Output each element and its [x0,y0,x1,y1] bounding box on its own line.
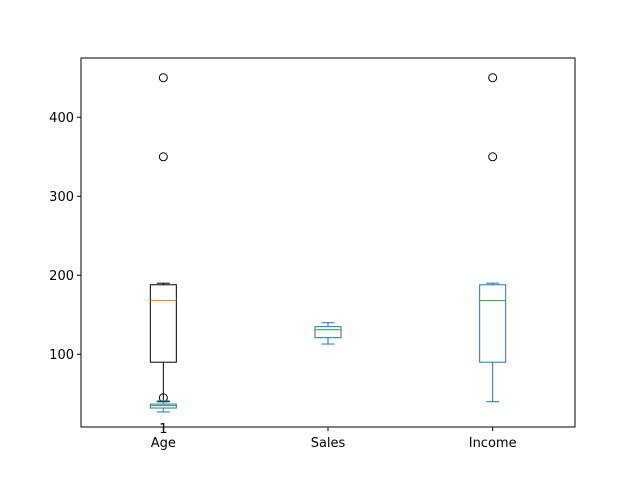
outlier-point [488,152,498,162]
y-tick-label: 200 [49,269,74,284]
box-iqr [314,326,342,339]
axes: 100 200 300 400 Age Sales Income 1 [49,57,576,451]
outlier-point [158,152,168,162]
plot-marks [149,73,507,413]
box-iqr [479,284,507,363]
x-tick-label: Age [151,436,176,451]
box-iqr [149,284,177,363]
outlier-point [158,73,168,83]
overlay-label: 1 [159,422,167,437]
x-tick-label: Sales [311,436,346,451]
y-tick-label: 100 [49,348,74,363]
y-tick-label: 300 [49,190,74,205]
outlier-point [488,73,498,83]
x-tick-label: Income [469,436,517,451]
y-tick-label: 400 [49,111,74,126]
